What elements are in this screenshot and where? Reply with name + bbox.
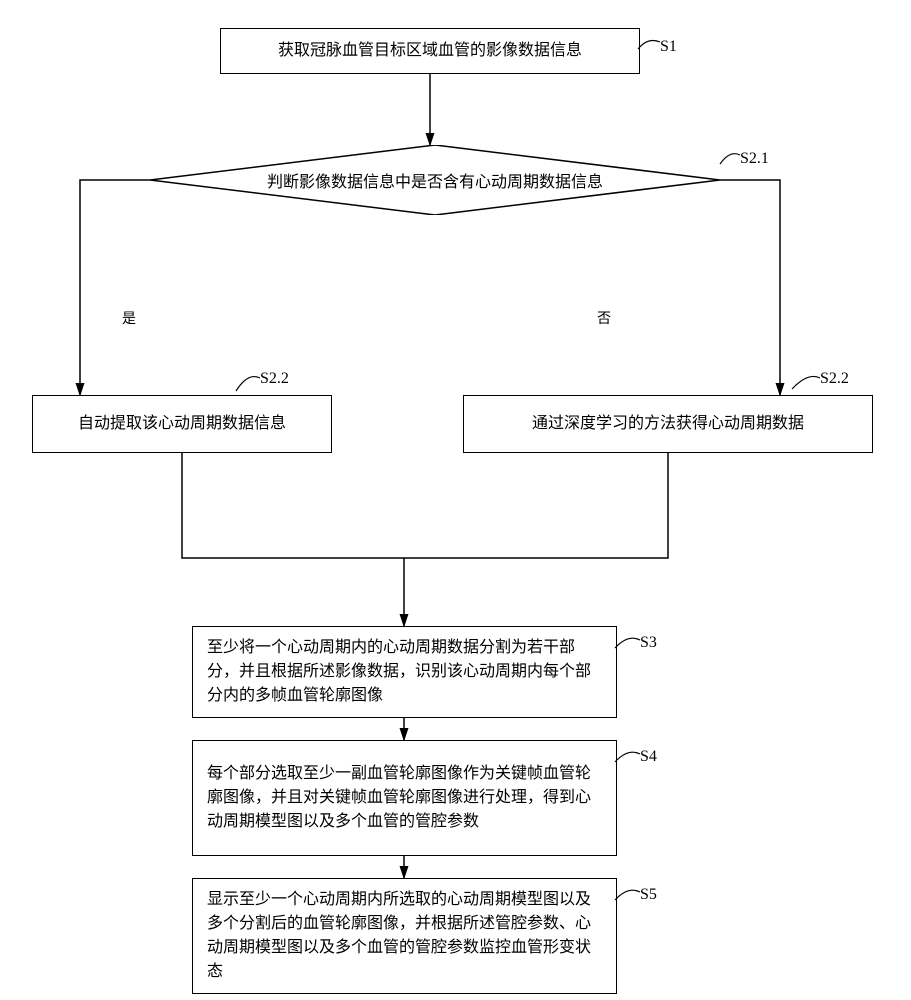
node-s5-text: 显示至少一个心动周期内所选取的心动周期模型图以及多个分割后的血管轮廓图像，并根据…	[207, 888, 602, 984]
edge-label-yes: 是	[120, 308, 138, 328]
node-s21: 判断影像数据信息中是否含有心动周期数据信息	[150, 145, 720, 215]
node-s3-text: 至少将一个心动周期内的心动周期数据分割为若干部分，并且根据所述影像数据，识别该心…	[207, 636, 602, 708]
label-s1: S1	[660, 38, 677, 56]
node-s1-text: 获取冠脉血管目标区域血管的影像数据信息	[278, 39, 582, 63]
node-s3: 至少将一个心动周期内的心动周期数据分割为若干部分，并且根据所述影像数据，识别该心…	[192, 626, 617, 718]
node-s5: 显示至少一个心动周期内所选取的心动周期模型图以及多个分割后的血管轮廓图像，并根据…	[192, 878, 617, 994]
node-s4: 每个部分选取至少一副血管轮廓图像作为关键帧血管轮廓图像，并且对关键帧血管轮廓图像…	[192, 740, 617, 856]
node-s22a-text: 自动提取该心动周期数据信息	[78, 412, 286, 436]
label-s5: S5	[640, 886, 657, 904]
label-s22a: S2.2	[260, 370, 289, 388]
node-s22b-text: 通过深度学习的方法获得心动周期数据	[532, 412, 804, 436]
label-s21: S2.1	[740, 150, 769, 168]
edge-label-no: 否	[595, 308, 613, 328]
label-s3: S3	[640, 634, 657, 652]
node-s1: 获取冠脉血管目标区域血管的影像数据信息	[220, 28, 640, 74]
node-s22a: 自动提取该心动周期数据信息	[32, 395, 332, 453]
label-s22b: S2.2	[820, 370, 849, 388]
node-s22b: 通过深度学习的方法获得心动周期数据	[463, 395, 873, 453]
node-s21-text: 判断影像数据信息中是否含有心动周期数据信息	[267, 168, 603, 192]
node-s4-text: 每个部分选取至少一副血管轮廓图像作为关键帧血管轮廓图像，并且对关键帧血管轮廓图像…	[207, 762, 602, 834]
label-s4: S4	[640, 748, 657, 766]
